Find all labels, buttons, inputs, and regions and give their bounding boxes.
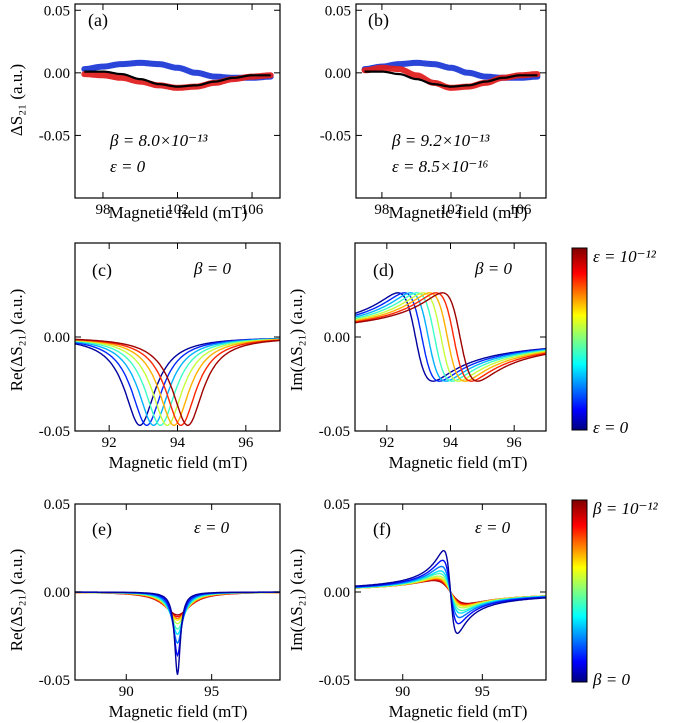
- panel-d-curve-0: [354, 292, 547, 382]
- panel-e-curve-3: [75, 591, 280, 635]
- panel-c-curve-6: [75, 339, 280, 426]
- panel-d-ytick-label-0: 0.00: [324, 330, 350, 346]
- panel-e-annotation: ε = 0: [194, 518, 230, 537]
- panel-b-ytick-label-2: -0.05: [320, 128, 351, 144]
- panel-a-xtick-label-1: 102: [166, 202, 189, 218]
- panel-a-ytick-label-0: 0.05: [44, 3, 70, 19]
- panel-e-curve-0: [75, 591, 280, 675]
- panel-e-ytick-label-1: 0.00: [44, 585, 70, 601]
- panel-f: (f) ε = 0 Magnetic field (mT) Im(ΔS₂₁) (…: [287, 518, 527, 721]
- panel-f-ytick-label-2: -0.05: [319, 673, 350, 689]
- panel-e-curve-9: [75, 591, 280, 616]
- panel-d-ylabel: Im(ΔS₂₁) (a.u.): [287, 289, 306, 392]
- colorbar-beta: β = 10⁻¹² β = 0: [571, 499, 659, 689]
- panel-a-annotation-epsilon: ε = 0: [110, 157, 146, 176]
- panel-d-curve-4: [354, 292, 547, 382]
- panel-c-ytick-label-1: -0.05: [39, 424, 70, 440]
- panel-e: (e) ε = 0 Magnetic field (mT) Re(ΔS₂₁) (…: [7, 518, 247, 721]
- panel-b-annotation-beta: β = 9.2×10⁻¹³: [391, 131, 490, 150]
- panel-c-annotation: β = 0: [193, 259, 231, 278]
- panel-c: (c) β = 0 Magnetic field (mT) Re(ΔS₂₁) (…: [7, 259, 247, 472]
- panel-c-ytick-label-0: 0.00: [44, 330, 70, 346]
- panel-c-xtick-label-0: 92: [102, 435, 117, 451]
- panel-a-annotation-beta: β = 8.0×10⁻¹³: [109, 131, 208, 150]
- panel-b-series-1-markers: [361, 64, 541, 91]
- panel-f-annotation: ε = 0: [475, 518, 511, 537]
- panel-f-xtick-label-0: 90: [395, 684, 410, 700]
- panel-e-xlabel: Magnetic field (mT): [109, 702, 248, 721]
- panel-d-curve-6: [354, 292, 547, 382]
- panel-d-xlabel: Magnetic field (mT): [389, 453, 528, 472]
- colorbar-beta-bottom-label: β = 0: [592, 670, 630, 689]
- panel-d-curve-3: [354, 292, 546, 382]
- panel-b-xtick-label-0: 98: [374, 202, 389, 218]
- panel-e-curve-8: [75, 591, 280, 618]
- panel-d-xtick-label-0: 92: [379, 435, 394, 451]
- panel-b-ytick-label-1: 0.00: [325, 66, 351, 82]
- panel-a-xtick-label-0: 98: [95, 202, 110, 218]
- panel-e-ytick-label-0: 0.05: [44, 497, 70, 513]
- panel-f-ylabel: Im(ΔS₂₁) (a.u.): [287, 549, 306, 652]
- panel-f-label: (f): [373, 519, 391, 540]
- colorbar-epsilon-bottom-label: ε = 0: [593, 418, 629, 437]
- panel-b-xtick-label-1: 102: [440, 202, 463, 218]
- panel-c-label: (c): [92, 260, 112, 281]
- panel-e-xtick-label-0: 90: [119, 684, 134, 700]
- panel-a-xtick-label-2: 106: [241, 202, 264, 218]
- panel-e-xtick-label-1: 95: [204, 684, 219, 700]
- panel-b-series-2-line: [364, 70, 538, 88]
- panel-d-annotation: β = 0: [474, 259, 512, 278]
- panel-a: (a) β = 8.0×10⁻¹³ ε = 0 Magnetic field (…: [7, 10, 247, 222]
- panel-d-label: (d): [373, 260, 394, 281]
- colorbar-epsilon: ε = 10⁻¹² ε = 0: [571, 247, 657, 437]
- panel-d-curve-7: [354, 292, 547, 382]
- panel-c-curve-1: [74, 338, 280, 427]
- panel-f-ytick-label-1: 0.00: [324, 585, 350, 601]
- panel-a-frame: [74, 3, 281, 199]
- panel-a-xlabel: Magnetic field (mT): [109, 203, 248, 222]
- colorbar-beta-gradient: [571, 499, 588, 683]
- panel-e-label: (e): [92, 519, 112, 540]
- panel-a-series-1-markers: [81, 71, 274, 91]
- panel-d: (d) β = 0 Magnetic field (mT) Im(ΔS₂₁) (…: [287, 259, 527, 472]
- panel-b-xlabel: Magnetic field (mT): [389, 203, 528, 222]
- panel-d-ytick-label-1: -0.05: [319, 424, 350, 440]
- panel-a-ytick-label-2: -0.05: [39, 128, 70, 144]
- colorbar-epsilon-top-label: ε = 10⁻¹²: [593, 247, 657, 266]
- plot-layer: 98 102 106 0.05 0.00 -0.05 98 102 106 0.05 0.00 -0.…: [39, 3, 547, 700]
- colorbar-beta-top-label: β = 10⁻¹²: [592, 499, 659, 518]
- panel-f-curve-0: [355, 550, 546, 634]
- panel-d-curve-5: [354, 292, 547, 382]
- panel-c-xtick-label-2: 96: [238, 435, 254, 451]
- panel-e-ytick-label-2: -0.05: [39, 673, 70, 689]
- panel-d-xtick-label-2: 96: [507, 435, 523, 451]
- panel-a-ytick-label-1: 0.00: [44, 66, 70, 82]
- panel-b: (b) β = 9.2×10⁻¹³ ε = 8.5×10⁻¹⁶ Magnetic…: [368, 10, 527, 222]
- panel-c-xtick-label-1: 94: [170, 435, 186, 451]
- panel-c-curve-7: [75, 338, 281, 427]
- panel-c-xlabel: Magnetic field (mT): [109, 453, 248, 472]
- panel-a-label: (a): [88, 10, 108, 31]
- panel-f-xtick-label-1: 95: [475, 684, 490, 700]
- panel-d-curve-2: [354, 292, 546, 382]
- panel-b-label: (b): [368, 10, 389, 31]
- panel-b-xtick-label-2: 106: [509, 202, 532, 218]
- panel-b-annotation-epsilon: ε = 8.5×10⁻¹⁶: [392, 157, 488, 176]
- panel-f-xlabel: Magnetic field (mT): [389, 702, 528, 721]
- panel-e-ylabel: Re(ΔS₂₁) (a.u.): [7, 549, 26, 652]
- panel-e-curve-2: [75, 591, 280, 644]
- panel-c-ylabel: Re(ΔS₂₁) (a.u.): [7, 289, 26, 392]
- panel-f-ytick-label-0: 0.05: [324, 497, 350, 513]
- panel-a-series-2-line: [84, 70, 271, 88]
- panel-b-ytick-label-0: 0.05: [325, 3, 351, 19]
- panel-d-curve-1: [354, 292, 547, 382]
- panel-a-ylabel: ΔS₂₁ (a.u.): [7, 64, 26, 136]
- colorbar-epsilon-gradient: [571, 247, 588, 431]
- panel-d-xtick-label-1: 94: [443, 435, 459, 451]
